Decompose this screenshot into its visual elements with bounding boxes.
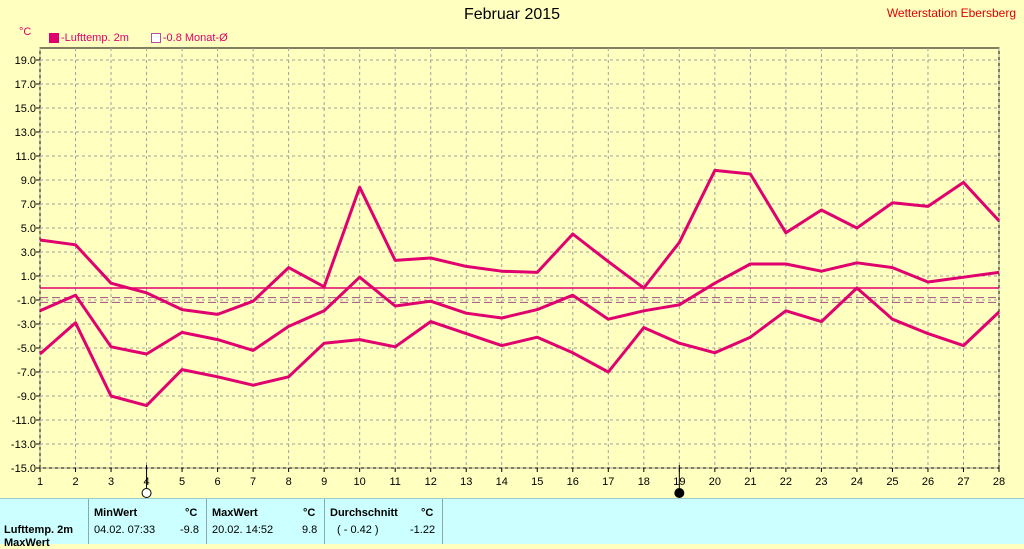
x-tick-label: 17 <box>602 476 614 488</box>
legend-swatch-filled <box>49 33 59 43</box>
new-moon-icon <box>674 488 685 498</box>
legend-item-average: -0.8 Monat-Ø <box>150 32 228 44</box>
x-tick-label: 14 <box>496 476 508 488</box>
max-header: MaxWert <box>212 507 258 519</box>
max-unit: °C <box>303 507 316 519</box>
full-moon-icon <box>141 488 152 498</box>
y-tick-label: -1.0 <box>17 295 36 307</box>
chart: 19.0 17.0 15.0 13.0 11.0 9.0 7.0 5.0 3.0 1.0 -1.0 -… <box>11 47 1005 498</box>
legend-label: -Lufttemp. 2m <box>61 32 129 44</box>
legend-item-temperature: -Lufttemp. 2m <box>49 32 129 44</box>
min-time: 04.02. 07:33 <box>94 524 156 536</box>
x-tick-label: 15 <box>531 476 543 488</box>
y-tick-label: -15.0 <box>11 463 36 475</box>
x-tick-label: 21 <box>744 476 756 488</box>
max-value: 9.8 <box>302 524 318 536</box>
legend-swatch-open <box>150 33 161 43</box>
x-tick-label: 2 <box>72 476 78 488</box>
stats-divider <box>206 499 207 544</box>
y-tick-label: -13.0 <box>11 439 36 451</box>
y-tick-label: 3.0 <box>21 247 36 259</box>
legend-label: -0.8 Monat-Ø <box>162 32 228 44</box>
avg-extra: ( - 0.42 ) <box>337 524 379 536</box>
unit-label: °C <box>19 26 32 38</box>
x-tick-label: 11 <box>389 476 400 488</box>
avg-unit: °C <box>421 507 434 519</box>
chart-title: Februar 2015 <box>463 6 561 23</box>
y-tick-label: 5.0 <box>21 223 36 235</box>
x-tick-label: 23 <box>815 476 827 488</box>
x-tick-label: 10 <box>354 476 366 488</box>
x-tick-label: 27 <box>957 476 969 488</box>
x-tick-label: 25 <box>886 476 898 488</box>
avg-value: -1.22 <box>410 524 436 536</box>
x-tick-label: 6 <box>215 476 221 488</box>
y-tick-label: 9.0 <box>21 175 36 187</box>
stats-divider <box>324 499 325 544</box>
y-tick-label: -3.0 <box>17 319 36 331</box>
x-tick-label: 12 <box>425 476 437 488</box>
x-tick-label: 5 <box>179 476 185 488</box>
y-tick-label: -9.0 <box>17 391 36 403</box>
stats-panel: Lufttemp. 2m MaxWert MinWert °C 04.02. 0… <box>0 498 1024 549</box>
y-tick-label: -5.0 <box>17 343 36 355</box>
y-tick-label: 17.0 <box>15 79 36 91</box>
x-tick-label: 16 <box>567 476 579 488</box>
x-tick-label: 26 <box>922 476 934 488</box>
x-tick-label: 22 <box>780 476 792 488</box>
y-tick-label: -7.0 <box>17 367 36 379</box>
x-tick-label: 8 <box>286 476 292 488</box>
stats-row-label: Lufttemp. 2m <box>4 524 74 536</box>
stats-divider <box>442 499 443 544</box>
max-time: 20.02. 14:52 <box>212 524 274 536</box>
x-tick-label: 28 <box>993 476 1005 488</box>
y-tick-label: 13.0 <box>15 127 36 139</box>
x-tick-label: 24 <box>851 476 863 488</box>
min-value: -9.8 <box>180 524 199 536</box>
y-tick-label: 7.0 <box>21 199 36 211</box>
y-tick-label: 19.0 <box>15 55 36 67</box>
y-tick-label: 11.0 <box>15 151 36 163</box>
series-line-mittel <box>39 261 1000 356</box>
x-tick-label: 9 <box>321 476 327 488</box>
stats-divider <box>88 499 89 544</box>
plot-frame <box>39 47 1000 469</box>
x-tick-label: 20 <box>709 476 721 488</box>
avg-header: Durchschnitt <box>330 507 398 519</box>
y-tick-label: 1.0 <box>21 271 36 283</box>
x-tick-label: 7 <box>250 476 256 488</box>
x-tick-label: 18 <box>638 476 650 488</box>
x-tick-label: 1 <box>37 476 43 488</box>
stats-row-label-2: MaxWert <box>4 537 50 549</box>
legend: -Lufttemp. 2m -0.8 Monat-Ø <box>49 32 228 44</box>
y-tick-label: 15.0 <box>15 103 36 115</box>
min-unit: °C <box>185 507 198 519</box>
x-tick-label: 13 <box>460 476 472 488</box>
station-name: Wetterstation Ebersberg <box>886 6 1016 20</box>
min-header: MinWert <box>94 507 138 519</box>
y-tick-label: -11.0 <box>12 415 36 427</box>
x-tick-label: 3 <box>108 476 114 488</box>
series-line-max <box>39 168 1001 316</box>
series-line-min <box>39 286 1001 408</box>
